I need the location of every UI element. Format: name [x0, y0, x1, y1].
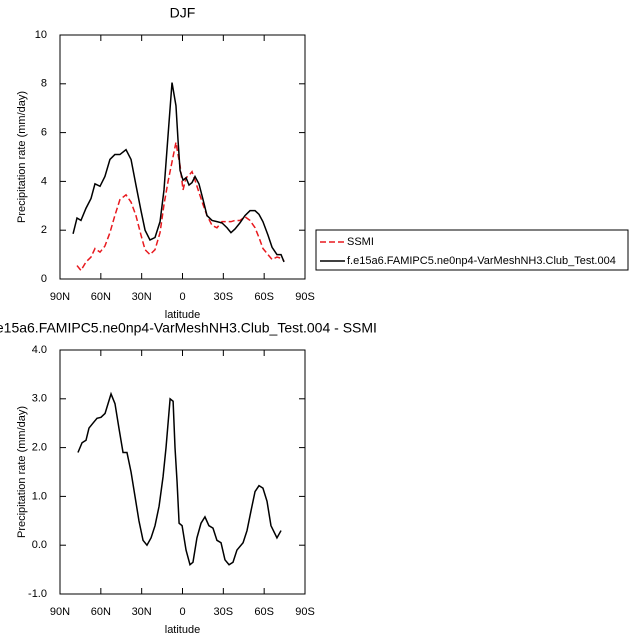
- x-tick-label: 60S: [254, 606, 274, 618]
- y-tick-label: 8: [41, 78, 47, 90]
- y-tick-label: 2.0: [32, 442, 47, 454]
- plot-frame: [59, 349, 306, 595]
- y-tick-label: 10: [35, 29, 47, 41]
- x-tick-label: 30N: [132, 291, 152, 303]
- x-axis-label: latitude: [165, 624, 200, 636]
- x-axis-label: latitude: [165, 309, 200, 321]
- x-tick-label: 90S: [295, 291, 315, 303]
- series-line: [76, 142, 285, 272]
- y-tick-label: 4.0: [32, 344, 47, 356]
- legend-label: f.e15a6.FAMIPC5.ne0np4-VarMeshNH3.Club_T…: [347, 255, 616, 267]
- x-tick-label: 60S: [254, 291, 274, 303]
- y-tick-label: 0.0: [32, 539, 47, 551]
- legend-label: SSMI: [347, 236, 374, 248]
- x-tick-label: 0: [179, 291, 185, 303]
- x-tick-label: 30N: [132, 606, 152, 618]
- y-axis-label: Precipitation rate (mm/day): [16, 406, 28, 538]
- chart-title: f.e15a6.FAMIPC5.ne0np4-VarMeshNH3.Club_T…: [0, 320, 377, 336]
- x-tick-label: 60N: [91, 291, 111, 303]
- y-tick-label: 6: [41, 127, 47, 139]
- y-axis-label: Precipitation rate (mm/day): [16, 91, 28, 223]
- series-line: [77, 391, 282, 567]
- x-tick-label: 0: [179, 606, 185, 618]
- y-tick-label: 4: [41, 175, 47, 187]
- y-tick-label: 1.0: [32, 490, 47, 502]
- x-tick-label: 90N: [50, 606, 70, 618]
- x-tick-label: 90S: [295, 606, 315, 618]
- plot-frame: [59, 34, 306, 280]
- chart-title: DJF: [170, 5, 196, 21]
- x-tick-label: 30S: [214, 291, 234, 303]
- legend-box: [315, 229, 629, 271]
- x-tick-label: 90N: [50, 291, 70, 303]
- y-tick-label: 3.0: [32, 393, 47, 405]
- x-tick-label: 30S: [214, 606, 234, 618]
- series-line: [72, 82, 285, 263]
- y-tick-label: 0: [41, 273, 47, 285]
- y-tick-label: -1.0: [28, 588, 47, 600]
- y-tick-label: 2: [41, 224, 47, 236]
- x-tick-label: 60N: [91, 606, 111, 618]
